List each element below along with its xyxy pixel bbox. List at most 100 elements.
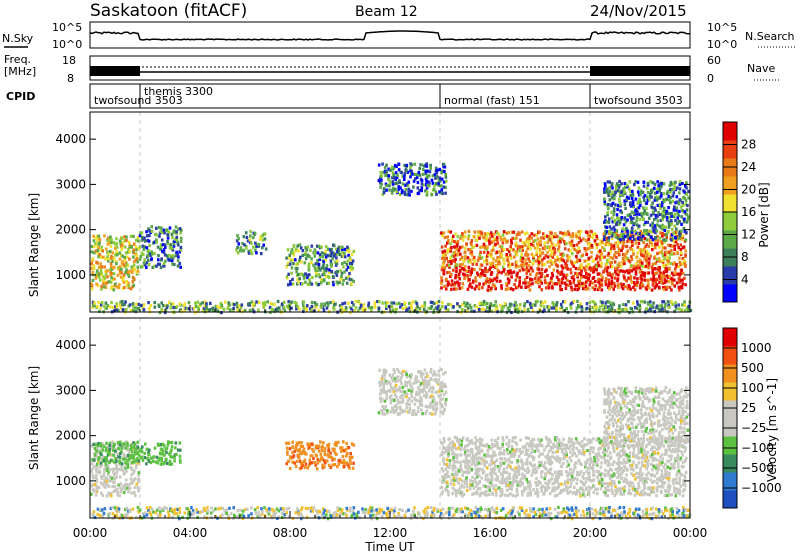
heatmap-cell: [560, 270, 564, 274]
heatmap-cell: [169, 306, 173, 310]
heatmap-cell: [518, 276, 522, 280]
heatmap-cell: [440, 387, 444, 391]
heatmap-cell: [488, 492, 491, 496]
heatmap-cell: [118, 461, 121, 465]
heatmap-cell: [606, 253, 610, 258]
heatmap-cell: [494, 439, 497, 443]
heatmap-cell: [117, 483, 120, 487]
heatmap-cell: [428, 382, 431, 386]
heatmap-cell: [315, 305, 318, 309]
heatmap-cell: [585, 271, 588, 276]
heatmap-cell: [315, 281, 318, 285]
heatmap-cell: [111, 459, 114, 463]
heatmap-cell: [186, 307, 189, 311]
heatmap-cell: [624, 220, 628, 224]
heatmap-cell: [317, 282, 321, 286]
heatmap-cell: [588, 300, 592, 304]
heatmap-cell: [309, 248, 312, 252]
heatmap-cell: [614, 187, 618, 191]
heatmap-cell: [94, 236, 98, 240]
heatmap-cell: [129, 309, 133, 313]
heatmap-cell: [485, 262, 489, 266]
heatmap-cell: [297, 456, 301, 460]
heatmap-cell: [114, 456, 117, 461]
heatmap-cell: [447, 239, 450, 243]
heatmap-cell: [336, 259, 339, 263]
heatmap-cell: [138, 257, 142, 261]
heatmap-cell: [178, 250, 181, 254]
nave-tick-bottom: 0: [707, 72, 714, 85]
heatmap-cell: [470, 267, 474, 271]
heatmap-cell: [346, 265, 350, 269]
heatmap-cell: [448, 462, 452, 466]
heatmap-cell: [656, 190, 659, 194]
heatmap-cell: [438, 167, 442, 171]
heatmap-cell: [290, 300, 293, 304]
heatmap-cell: [340, 274, 343, 279]
heatmap-cell: [558, 236, 562, 240]
heatmap-cell: [130, 245, 133, 249]
heatmap-cell: [483, 260, 486, 264]
heatmap-cell: [471, 262, 475, 266]
heatmap-cell: [537, 438, 540, 442]
cpid-label: CPID: [6, 90, 35, 103]
heatmap-cell: [332, 300, 335, 304]
heatmap-cell: [312, 251, 315, 255]
heatmap-cell: [136, 269, 140, 273]
heatmap-cell: [566, 254, 569, 258]
heatmap-cell: [565, 273, 569, 277]
heatmap-cell: [105, 441, 108, 445]
heatmap-cell: [353, 309, 356, 313]
heatmap-cell: [115, 302, 118, 306]
heatmap-cell: [676, 242, 679, 247]
heatmap-cell: [415, 412, 418, 416]
heatmap-cell: [283, 300, 286, 304]
heatmap-cell: [587, 243, 591, 247]
heatmap-cell: [634, 180, 637, 184]
heatmap-cell: [560, 472, 563, 477]
heatmap-cell: [343, 255, 347, 259]
heatmap-cell: [205, 302, 208, 306]
heatmap-cell: [501, 474, 505, 478]
heatmap-cell: [628, 213, 632, 217]
heatmap-cell: [573, 247, 576, 251]
heatmap-cell: [475, 243, 479, 247]
heatmap-cell: [557, 241, 560, 245]
heatmap-cell: [483, 493, 487, 497]
heatmap-cell: [423, 379, 426, 383]
heatmap-cell: [549, 447, 553, 451]
heatmap-cell: [607, 243, 610, 247]
heatmap-cell: [582, 275, 586, 279]
heatmap-cell: [408, 301, 411, 305]
heatmap-cell: [621, 229, 624, 233]
heatmap-cell: [519, 259, 522, 263]
heatmap-cell: [650, 244, 654, 248]
heatmap-cell: [456, 240, 460, 244]
heatmap-cell: [587, 256, 591, 260]
heatmap-cell: [388, 395, 392, 399]
heatmap-cell: [431, 174, 435, 178]
heatmap-cell: [543, 279, 547, 283]
heatmap-cell: [440, 184, 443, 188]
heatmap-cell: [552, 282, 555, 286]
heatmap-cell: [452, 476, 456, 480]
heatmap-cell: [548, 478, 552, 482]
heatmap-cell: [250, 241, 253, 245]
heatmap-cell: [682, 220, 686, 224]
heatmap-cell: [595, 305, 598, 309]
heatmap-cell: [633, 229, 637, 233]
heatmap-cell: [497, 486, 501, 490]
heatmap-cell: [96, 274, 99, 278]
heatmap-cell: [405, 182, 409, 186]
heatmap-cell: [113, 460, 116, 464]
heatmap-cell: [591, 286, 594, 290]
heatmap-cell: [614, 223, 618, 227]
heatmap-cell: [656, 234, 659, 239]
heatmap-cell: [626, 249, 630, 253]
heatmap-cell: [497, 262, 500, 266]
heatmap-cell: [557, 484, 561, 488]
heatmap-cell: [653, 255, 657, 259]
heatmap-cell: [117, 455, 120, 459]
heatmap-cell: [98, 448, 101, 452]
heatmap-cell: [110, 443, 114, 447]
